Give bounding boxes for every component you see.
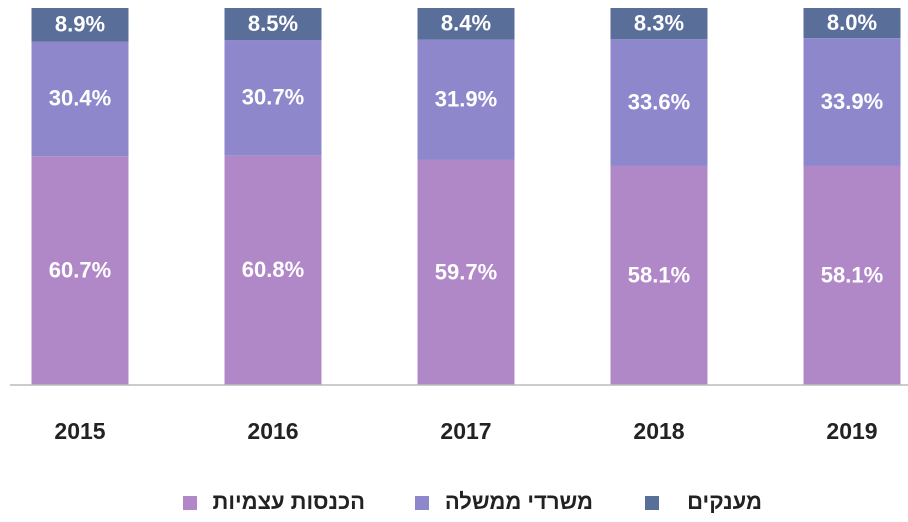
value-label: 60.8%	[242, 257, 304, 282]
value-label: 30.7%	[242, 85, 304, 110]
bar-segment	[610, 39, 708, 166]
value-label: 8.9%	[55, 12, 105, 37]
value-label: 8.0%	[827, 10, 877, 35]
bar-segment	[224, 40, 322, 156]
bar-segment	[224, 8, 322, 41]
bar-segment	[417, 8, 515, 40]
value-label: 58.1%	[821, 262, 883, 287]
value-label: 8.5%	[248, 11, 298, 36]
value-label: 8.3%	[634, 10, 684, 35]
x-tick-label: 2019	[826, 418, 877, 444]
x-tick-label: 2017	[440, 418, 491, 444]
value-label: 59.7%	[435, 259, 497, 284]
bar-segment	[31, 156, 129, 385]
legend-swatch	[645, 496, 659, 510]
bar-segment	[803, 38, 901, 166]
bar-segment	[610, 165, 708, 385]
x-tick-label: 2015	[54, 418, 105, 444]
value-label: 33.9%	[821, 89, 883, 114]
bar-segment	[417, 39, 515, 160]
bar-segment	[31, 8, 129, 42]
bar-segment	[224, 155, 322, 385]
legend-label: מענקים	[687, 489, 762, 514]
bar-segment	[610, 8, 708, 40]
x-tick-label: 2018	[633, 418, 684, 444]
bar-segment	[803, 8, 901, 39]
bar-segment	[31, 41, 129, 157]
value-label: 8.4%	[441, 11, 491, 36]
legend-label: הכנסות עצמיות	[213, 489, 365, 514]
value-label: 30.4%	[49, 86, 111, 111]
value-label: 58.1%	[628, 262, 690, 287]
legend-label: משרדי ממשלה	[445, 489, 593, 514]
legend-swatch	[415, 496, 429, 510]
bar-segment	[417, 159, 515, 385]
x-tick-label: 2016	[247, 418, 298, 444]
legend-swatch	[183, 496, 197, 510]
value-label: 60.7%	[49, 257, 111, 282]
value-label: 31.9%	[435, 87, 497, 112]
value-label: 33.6%	[628, 89, 690, 114]
bar-segment	[803, 165, 901, 385]
